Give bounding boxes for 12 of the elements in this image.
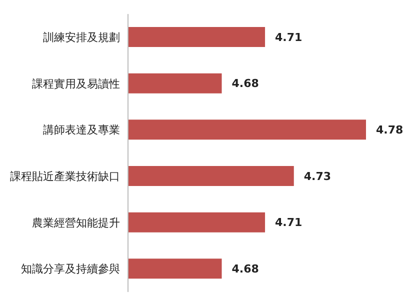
data-label: 4.68 <box>232 77 259 90</box>
y-tick-label: 課程實用及易讀性 <box>32 77 120 90</box>
y-tick-label: 課程貼近產業技術缺口 <box>10 170 120 184</box>
y-tick-label: 農業經營知能提升 <box>32 216 120 230</box>
y-tick-label: 訓練安排及規劃 <box>43 31 120 44</box>
y-tick-label: 講師表達及專業 <box>43 124 120 137</box>
data-label: 4.73 <box>304 170 332 183</box>
y-tick-label: 知識分享及持續參與 <box>21 262 120 276</box>
data-label: 4.78 <box>376 124 404 137</box>
data-label: 4.71 <box>275 216 302 230</box>
data-label: 4.68 <box>232 262 259 276</box>
data-label: 4.71 <box>275 30 302 44</box>
